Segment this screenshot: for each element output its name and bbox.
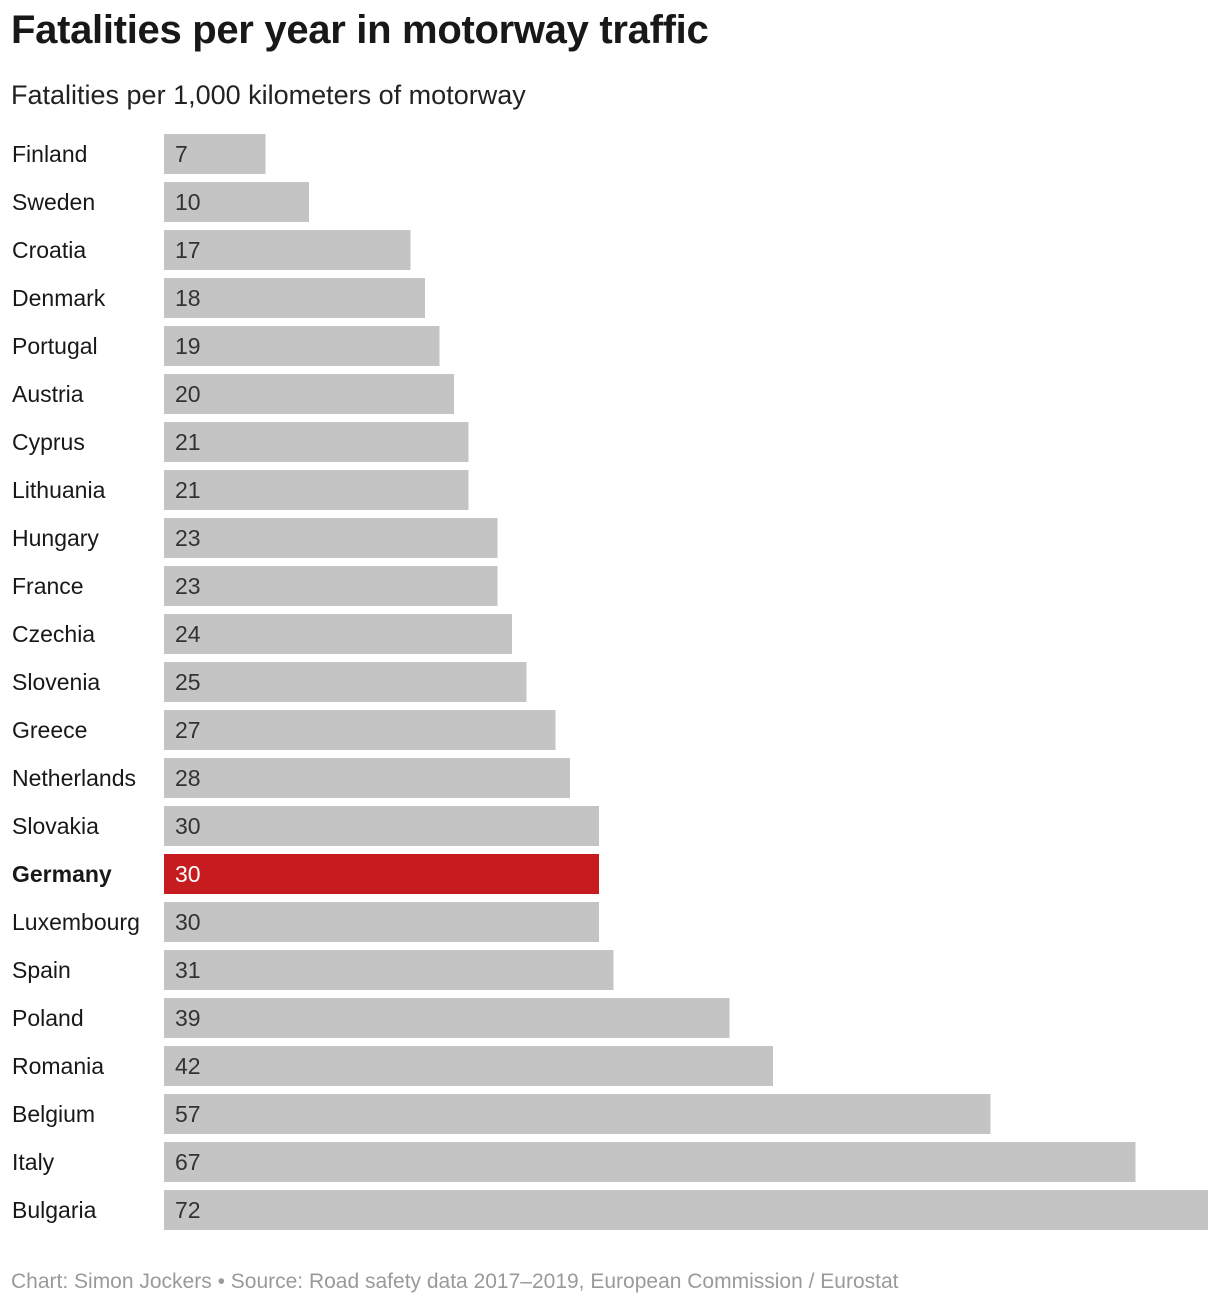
bar-luxembourg <box>164 902 599 942</box>
value-label-lithuania: 21 <box>175 477 201 503</box>
value-label-slovakia: 30 <box>175 813 201 839</box>
value-label-spain: 31 <box>175 957 201 983</box>
value-label-italy: 67 <box>175 1149 201 1175</box>
category-label-bulgaria: Bulgaria <box>12 1197 97 1223</box>
value-label-denmark: 18 <box>175 285 201 311</box>
bar-romania <box>164 1046 773 1086</box>
bar-czechia <box>164 614 512 654</box>
bar-poland <box>164 998 730 1038</box>
category-label-spain: Spain <box>12 957 71 983</box>
category-label-hungary: Hungary <box>12 525 99 551</box>
bar-netherlands <box>164 758 570 798</box>
category-label-greece: Greece <box>12 717 87 743</box>
category-label-croatia: Croatia <box>12 237 86 263</box>
bar-spain <box>164 950 614 990</box>
category-label-austria: Austria <box>12 381 84 407</box>
bar-slovakia <box>164 806 599 846</box>
bar-finland <box>164 134 266 174</box>
category-label-romania: Romania <box>12 1053 104 1079</box>
value-label-austria: 20 <box>175 381 201 407</box>
bar-slovenia <box>164 662 527 702</box>
bar-germany <box>164 854 599 894</box>
category-label-italy: Italy <box>12 1149 55 1175</box>
category-label-poland: Poland <box>12 1005 84 1031</box>
value-label-sweden: 10 <box>175 189 201 215</box>
chart-source-note: Chart: Simon Jockers • Source: Road safe… <box>11 1270 899 1293</box>
category-label-cyprus: Cyprus <box>12 429 85 455</box>
value-label-germany: 30 <box>175 861 201 887</box>
value-label-france: 23 <box>175 573 201 599</box>
category-label-denmark: Denmark <box>12 285 106 311</box>
value-label-portugal: 19 <box>175 333 201 359</box>
bar-austria <box>164 374 454 414</box>
value-label-greece: 27 <box>175 717 201 743</box>
value-label-bulgaria: 72 <box>175 1197 201 1223</box>
category-label-luxembourg: Luxembourg <box>12 909 140 935</box>
chart-title: Fatalities per year in motorway traffic <box>11 8 709 52</box>
category-label-finland: Finland <box>12 141 87 167</box>
value-label-belgium: 57 <box>175 1101 201 1127</box>
bar-denmark <box>164 278 425 318</box>
bar-bulgaria <box>164 1190 1208 1230</box>
bar-portugal <box>164 326 440 366</box>
value-label-poland: 39 <box>175 1005 201 1031</box>
category-label-slovenia: Slovenia <box>12 669 100 695</box>
value-label-luxembourg: 30 <box>175 909 201 935</box>
chart-subtitle: Fatalities per 1,000 kilometers of motor… <box>11 80 526 110</box>
value-label-finland: 7 <box>175 141 188 167</box>
category-label-germany: Germany <box>12 861 112 887</box>
value-label-romania: 42 <box>175 1053 201 1079</box>
category-label-slovakia: Slovakia <box>12 813 99 839</box>
category-label-france: France <box>12 573 84 599</box>
bar-croatia <box>164 230 411 270</box>
bar-cyprus <box>164 422 469 462</box>
bar-greece <box>164 710 556 750</box>
category-label-netherlands: Netherlands <box>12 765 136 791</box>
bar-hungary <box>164 518 498 558</box>
value-label-croatia: 17 <box>175 237 201 263</box>
category-label-sweden: Sweden <box>12 189 95 215</box>
value-label-czechia: 24 <box>175 621 201 647</box>
category-label-portugal: Portugal <box>12 333 98 359</box>
value-label-hungary: 23 <box>175 525 201 551</box>
bar-belgium <box>164 1094 991 1134</box>
value-label-cyprus: 21 <box>175 429 201 455</box>
category-label-belgium: Belgium <box>12 1101 95 1127</box>
bar-lithuania <box>164 470 469 510</box>
bar-france <box>164 566 498 606</box>
category-label-lithuania: Lithuania <box>12 477 106 503</box>
category-label-czechia: Czechia <box>12 621 95 647</box>
value-label-netherlands: 28 <box>175 765 201 791</box>
bar-italy <box>164 1142 1136 1182</box>
value-label-slovenia: 25 <box>175 669 201 695</box>
bar-sweden <box>164 182 309 222</box>
